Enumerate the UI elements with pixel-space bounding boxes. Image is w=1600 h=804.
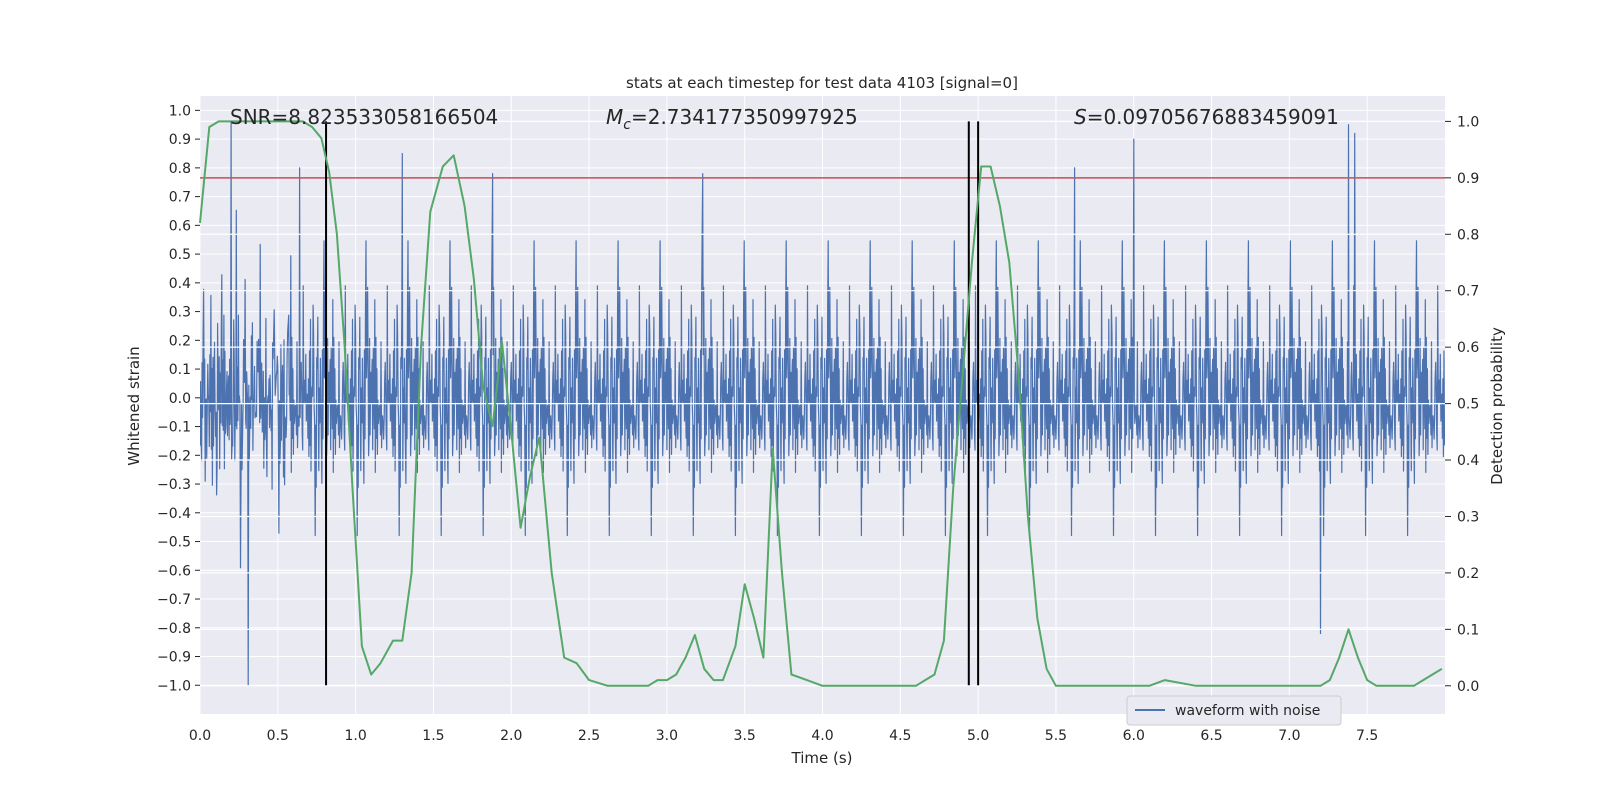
right-axis: 1.0 0.9 0.8 0.7 0.6 0.5 0.4 0.3 0.2 0.1 0.0 — [1445, 114, 1479, 695]
mc-value: =2.734177350997925 — [631, 105, 858, 129]
right-tick-label: 0.0 — [1457, 679, 1479, 695]
left-tick-label: 0.1 — [169, 362, 191, 378]
right-tick-label: 0.7 — [1457, 284, 1479, 300]
right-tick-label: 0.9 — [1457, 171, 1479, 187]
x-tick-label: 3.5 — [734, 728, 756, 744]
x-tick-label: 4.0 — [811, 728, 833, 744]
right-grid-lines — [200, 120, 1445, 687]
mc-symbol: M — [606, 105, 623, 129]
x-tick-label: 3.0 — [656, 728, 678, 744]
x-tick-label: 2.5 — [578, 728, 600, 744]
s-value: =0.09705676883459091 — [1087, 105, 1339, 129]
right-tick-label: 0.3 — [1457, 509, 1479, 525]
left-tick-label: −0.8 — [157, 621, 191, 637]
x-tick-label: 6.5 — [1200, 728, 1222, 744]
left-tick-label: 0.9 — [169, 132, 191, 148]
chart-title: stats at each timestep for test data 410… — [626, 74, 1018, 92]
left-tick-label: −0.1 — [157, 420, 191, 436]
s-symbol: S — [1074, 105, 1087, 129]
x-axis-label: Time (s) — [791, 749, 853, 767]
left-tick-label: −0.6 — [157, 563, 191, 579]
mc-subscript: c — [623, 117, 631, 133]
x-axis: 0.0 0.5 1.0 1.5 2.0 2.5 3.0 3.5 4.0 4.5 5.0 5.5 6.0 6… — [189, 728, 1378, 744]
right-tick-label: 0.5 — [1457, 397, 1479, 413]
left-tick-label: −0.3 — [157, 477, 191, 493]
x-tick-label: 7.5 — [1356, 728, 1378, 744]
left-tick-label: −0.7 — [157, 592, 191, 608]
right-tick-label: 0.6 — [1457, 340, 1479, 356]
left-tick-label: 0.5 — [169, 247, 191, 263]
right-tick-label: 1.0 — [1457, 114, 1479, 130]
annotation-s: S=0.09705676883459091 — [1074, 105, 1339, 129]
left-tick-label: −0.5 — [157, 535, 191, 551]
left-tick-label: 0.7 — [169, 190, 191, 206]
legend-box — [1126, 695, 1342, 726]
legend-label: waveform with noise — [1175, 703, 1320, 719]
x-tick-label: 7.0 — [1278, 728, 1300, 744]
legend: waveform with noise — [1126, 695, 1342, 726]
x-tick-label: 6.0 — [1123, 728, 1145, 744]
annotation-snr: SNR=8.823533058166504 — [230, 105, 498, 129]
left-tick-label: 0.6 — [169, 218, 191, 234]
y-axis-right-label: Detection probability — [1488, 327, 1506, 485]
right-tick-label: 0.4 — [1457, 453, 1479, 469]
x-tick-label: 1.5 — [422, 728, 444, 744]
right-tick-label: 0.8 — [1457, 227, 1479, 243]
overlays — [199, 120, 1445, 687]
left-tick-label: 0.2 — [169, 333, 191, 349]
strain-line — [200, 121, 1445, 686]
left-tick-label: 0.0 — [169, 391, 191, 407]
x-tick-label: 4.5 — [889, 728, 911, 744]
left-tick-label: −1.0 — [157, 678, 191, 694]
left-tick-label: 0.3 — [169, 305, 191, 321]
y-axis-left-label: Whitened strain — [125, 346, 143, 465]
annotation-chirp-mass: Mc=2.734177350997925 — [606, 105, 858, 133]
right-tick-label: 0.1 — [1457, 622, 1479, 638]
x-tick-label: 5.5 — [1045, 728, 1067, 744]
left-tick-label: −0.4 — [157, 506, 191, 522]
left-tick-label: −0.9 — [157, 650, 191, 666]
left-tick-label: 0.8 — [169, 161, 191, 177]
left-tick-label: 0.4 — [169, 276, 191, 292]
strain-series — [200, 121, 1445, 686]
probability-line — [199, 120, 1443, 687]
x-tick-label: 1.0 — [344, 728, 366, 744]
x-tick-label: 5.0 — [967, 728, 989, 744]
x-tick-label: 2.0 — [500, 728, 522, 744]
right-tick-label: 0.2 — [1457, 566, 1479, 582]
left-axis: 1.0 0.9 0.8 0.7 0.6 0.5 0.4 0.3 0.2 0.1 0.0 −0.1 −0.… — [157, 103, 200, 694]
left-tick-label: 1.0 — [169, 103, 191, 119]
left-tick-label: −0.2 — [157, 448, 191, 464]
x-tick-label: 0.0 — [189, 728, 211, 744]
x-tick-label: 0.5 — [267, 728, 289, 744]
